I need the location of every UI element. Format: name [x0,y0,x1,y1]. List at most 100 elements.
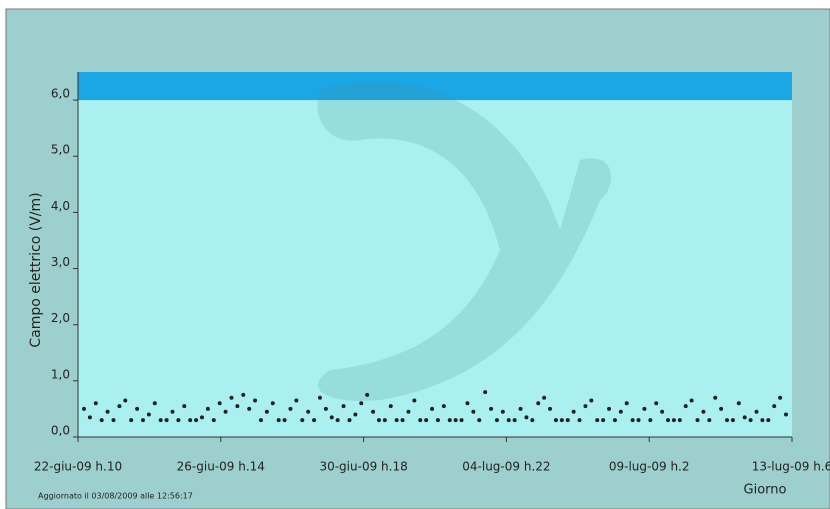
data-point [253,398,258,403]
x-tick-label: 22-giu-09 h.10 [34,460,122,474]
data-point [553,418,558,423]
plot-background [78,72,792,437]
data-point [152,401,157,406]
x-tick-label: 09-lug-09 h.2 [609,460,690,474]
data-point [489,406,494,411]
data-point [506,418,511,423]
data-point [412,398,417,403]
data-point [730,418,735,423]
data-point [565,418,570,423]
data-point [601,418,606,423]
y-tick-label: 5,0 [51,143,70,157]
data-point [595,418,600,423]
data-point [784,412,788,417]
data-point [400,418,405,423]
footer: Aggiornato il 03/08/2009 alle 12:56:17 [38,492,193,501]
y-tick-label: 6,0 [51,87,70,101]
x-axis-label: Giorno [744,483,787,498]
data-point [176,418,181,423]
data-point [736,401,741,406]
y-tick-label: 3,0 [51,255,70,269]
data-point [447,418,452,423]
data-point [512,418,517,423]
data-point [459,418,464,423]
x-tick-label: 13-lug-09 h.6 [752,460,830,474]
data-point [158,418,163,423]
data-point [146,412,151,417]
data-point [241,392,246,397]
data-point [188,418,193,423]
data-point [671,418,676,423]
data-point [335,418,340,423]
y-axis-label: Campo elettrico (V/m) [28,192,44,347]
data-point [695,418,700,423]
data-point [258,418,263,423]
data-point [182,404,187,409]
data-point [323,406,328,411]
data-point [223,409,228,414]
data-point [571,409,576,414]
x-tick-label: 04-lug-09 h.22 [462,460,550,474]
data-point [536,401,541,406]
limit-band [78,72,792,101]
plot-area [78,72,792,437]
data-point [288,406,293,411]
data-point [341,404,346,409]
data-point [99,418,104,423]
data-point [624,401,629,406]
data-point [117,404,122,409]
data-point [164,418,169,423]
y-tick-label: 1,0 [51,367,70,381]
data-point [194,418,199,423]
data-point [441,404,446,409]
data-point [82,406,86,411]
data-point [542,395,547,400]
data-point [105,409,110,414]
data-point [719,406,724,411]
data-point [713,395,718,400]
data-point [282,418,287,423]
data-point [701,409,706,414]
data-point [589,398,594,403]
data-point [583,404,588,409]
data-point [123,398,128,403]
data-point [677,418,682,423]
data-point [577,418,582,423]
data-point [406,409,411,414]
data-point [778,395,783,400]
data-point [217,401,222,406]
data-point [618,409,623,414]
data-point [371,409,376,414]
data-point [465,401,470,406]
data-point [382,418,387,423]
data-point [666,418,671,423]
data-point [264,409,269,414]
data-point [87,415,92,420]
data-point [312,418,317,423]
data-point [607,406,612,411]
data-point [772,404,777,409]
data-point [748,418,753,423]
data-point [300,418,305,423]
data-point [500,409,505,414]
data-point [754,409,759,414]
watermark [317,81,612,401]
data-point [435,418,440,423]
data-point [477,418,482,423]
data-point [205,406,210,411]
data-point [766,418,771,423]
x-tick-label: 30-giu-09 h.18 [319,460,407,474]
data-point [559,418,564,423]
data-point [199,415,204,420]
data-point [347,418,352,423]
data-point [430,406,435,411]
data-point [760,418,765,423]
data-point [211,418,216,423]
data-point [548,406,553,411]
data-point [424,418,429,423]
data-point [494,418,499,423]
data-point [229,395,234,400]
data-point [376,418,381,423]
data-point [725,418,730,423]
